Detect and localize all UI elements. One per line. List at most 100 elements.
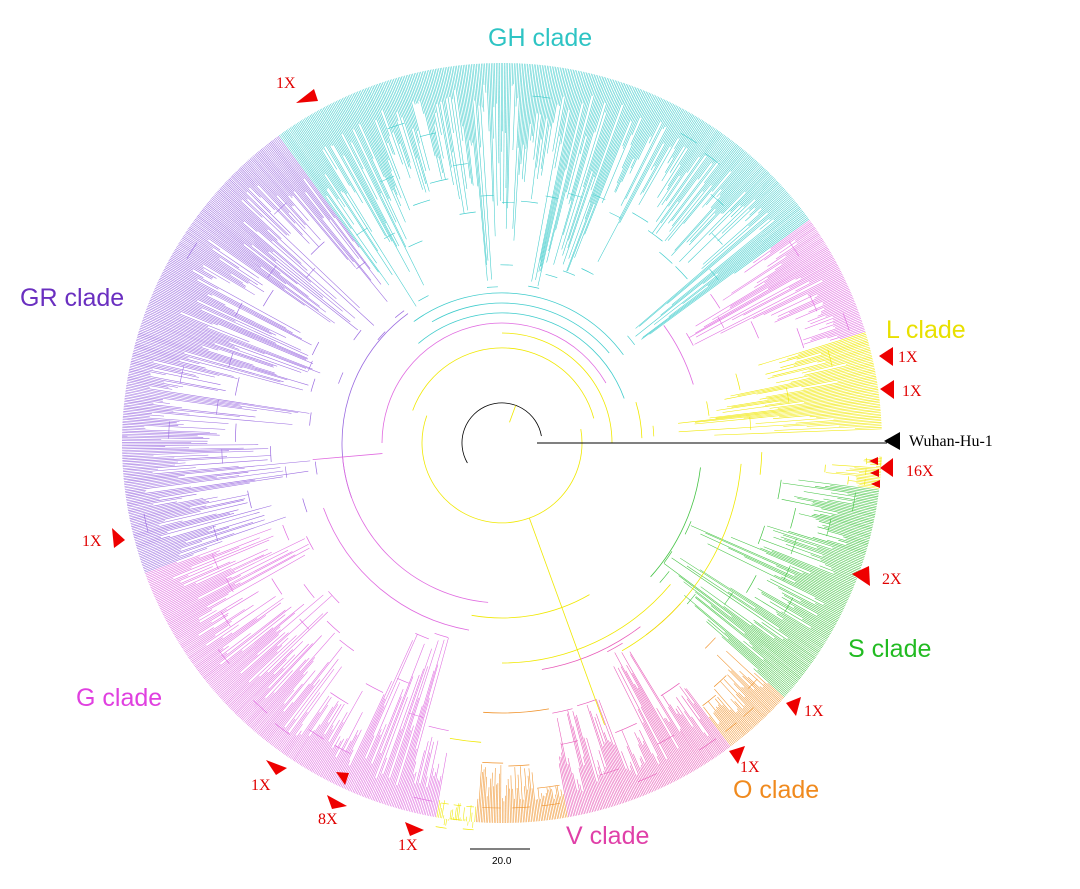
- branch-arc: [466, 806, 475, 808]
- branch-line: [124, 475, 240, 490]
- branch-line: [167, 263, 198, 280]
- branch-line: [540, 72, 586, 272]
- branch-arc: [377, 331, 386, 341]
- branch-line: [126, 476, 283, 502]
- branch-line: [532, 64, 542, 143]
- branch-line: [711, 148, 743, 186]
- branch-line: [635, 205, 800, 337]
- branch-line: [709, 397, 880, 419]
- branch-line: [753, 221, 812, 264]
- branch-line: [378, 83, 401, 145]
- branch-line: [820, 298, 854, 312]
- branch-line: [793, 345, 870, 366]
- branch-line: [159, 571, 235, 608]
- branch-line: [266, 144, 325, 218]
- branch-line: [681, 714, 712, 761]
- branch-line: [640, 764, 654, 792]
- branch-line: [227, 676, 260, 707]
- branch-line: [423, 768, 434, 815]
- branch-line: [364, 643, 425, 798]
- branch-line: [136, 340, 284, 383]
- branch-line: [870, 464, 882, 466]
- branch-arc: [680, 133, 697, 144]
- branch-line: [123, 466, 239, 477]
- branch-line: [299, 704, 339, 765]
- branch-line: [449, 810, 452, 820]
- branch-line: [794, 581, 846, 607]
- branch-line: [664, 147, 741, 242]
- branch-line: [443, 815, 445, 819]
- branch-line: [122, 419, 177, 424]
- branch-line: [122, 417, 180, 422]
- branch-line: [781, 597, 835, 627]
- branch-line: [433, 776, 442, 817]
- branch-line: [377, 668, 424, 803]
- branch-line: [722, 705, 747, 735]
- branch-line: [637, 100, 667, 160]
- branch-line: [201, 209, 298, 285]
- branch-line: [484, 63, 487, 93]
- scale-bar-label: 20.0: [492, 856, 512, 867]
- branch-line: [461, 65, 470, 141]
- branch-line: [552, 68, 568, 152]
- branch-line: [769, 393, 879, 409]
- branch-line: [830, 525, 871, 536]
- branch-line: [622, 90, 646, 147]
- branch-line: [295, 123, 379, 252]
- branch-line: [586, 737, 608, 809]
- branch-line: [717, 182, 780, 242]
- branch-line: [196, 216, 327, 313]
- branch-line: [703, 253, 832, 328]
- branch-line: [745, 186, 783, 222]
- branch-line: [714, 698, 746, 736]
- branch-line: [189, 624, 239, 660]
- branch-line: [354, 729, 382, 794]
- branch-line: [743, 687, 770, 714]
- branch-line: [125, 388, 241, 406]
- branch-line: [730, 587, 824, 647]
- branch-line: [754, 179, 777, 200]
- branch-line: [795, 257, 835, 280]
- branch-line: [810, 627, 829, 639]
- branch-line: [702, 145, 740, 192]
- branch-arc: [353, 329, 362, 341]
- branch-line: [131, 356, 154, 362]
- marker-arrow-icon: [786, 697, 801, 716]
- branch-line: [747, 677, 778, 706]
- branch-line: [152, 566, 213, 593]
- branch-line: [174, 621, 200, 637]
- branch-line: [618, 106, 679, 220]
- branch-line: [668, 213, 806, 317]
- branch-line: [184, 620, 232, 653]
- branch-line: [660, 134, 725, 224]
- branch-line: [204, 650, 243, 681]
- branch-line: [481, 63, 485, 112]
- branch-arc: [308, 729, 325, 740]
- branch-line: [347, 634, 418, 791]
- branch-line: [489, 63, 496, 237]
- branch-line: [557, 68, 565, 105]
- branch-line: [795, 295, 853, 320]
- branch-line: [714, 688, 751, 731]
- branch-line: [420, 786, 427, 815]
- branch-line: [808, 362, 874, 378]
- branch-line: [520, 63, 528, 165]
- branch-line: [124, 402, 256, 418]
- branch-line: [159, 277, 270, 331]
- branch-line: [355, 92, 396, 187]
- branch-line: [630, 770, 641, 797]
- branch-line: [260, 148, 354, 262]
- branch-line: [180, 614, 229, 646]
- branch-line: [517, 63, 520, 99]
- branch-line: [129, 507, 191, 521]
- branch-line: [389, 784, 397, 807]
- branch-line: [131, 357, 215, 378]
- branch-line: [426, 70, 436, 114]
- branch-line: [486, 63, 490, 132]
- branch-line: [535, 70, 579, 280]
- branch-line: [563, 68, 570, 97]
- marker-1x-v: 1X: [398, 822, 424, 854]
- branch-arc: [419, 132, 437, 137]
- branch-line: [130, 364, 153, 370]
- branch-line: [222, 645, 283, 701]
